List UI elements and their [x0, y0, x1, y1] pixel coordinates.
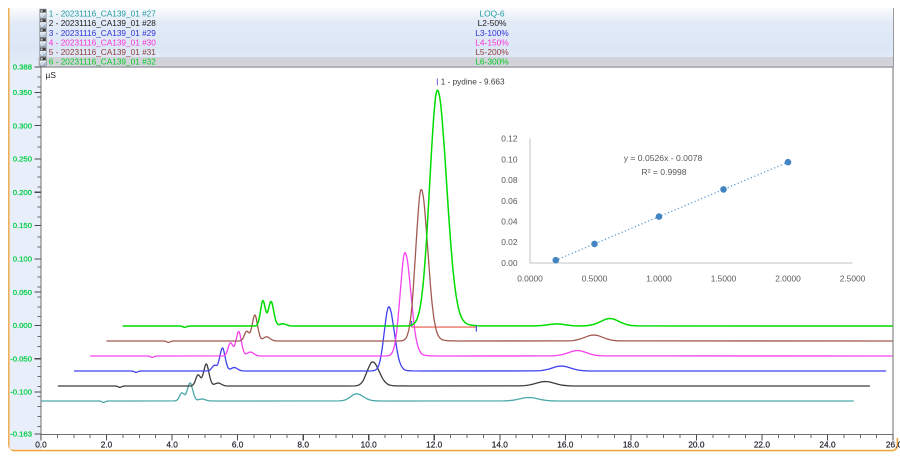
svg-text:L2-50%: L2-50%: [478, 18, 507, 28]
svg-text:6.0: 6.0: [232, 440, 244, 450]
svg-text:0.000: 0.000: [13, 321, 32, 330]
svg-text:2.0000: 2.0000: [775, 274, 801, 284]
svg-text:2 - 20231116_CA139_01 #28: 2 - 20231116_CA139_01 #28: [49, 19, 156, 28]
svg-text:0.150: 0.150: [13, 221, 32, 230]
svg-text:0.0: 0.0: [35, 440, 47, 450]
svg-text:0.388: 0.388: [13, 63, 32, 72]
svg-text:-0.050: -0.050: [10, 354, 32, 363]
svg-text:y = 0.0526x - 0.0078: y = 0.0526x - 0.0078: [624, 153, 703, 163]
svg-text:0.100: 0.100: [13, 255, 32, 264]
svg-text:0.02: 0.02: [501, 237, 518, 247]
svg-text:0.200: 0.200: [13, 188, 32, 197]
svg-text:µS: µS: [46, 70, 57, 80]
svg-text:1 - 20231116_CA139_01 #27: 1 - 20231116_CA139_01 #27: [49, 10, 156, 19]
svg-text:L6-300%: L6-300%: [475, 57, 509, 67]
svg-text:14.0: 14.0: [492, 440, 509, 450]
svg-text:0.350: 0.350: [13, 88, 32, 97]
svg-text:20.0: 20.0: [688, 440, 705, 450]
svg-text:0.12: 0.12: [501, 134, 518, 144]
svg-text:2.0: 2.0: [101, 440, 113, 450]
svg-text:1.5000: 1.5000: [711, 274, 737, 284]
svg-text:-0.163: -0.163: [10, 430, 32, 439]
svg-text:R² = 0.9998: R² = 0.9998: [641, 167, 686, 177]
svg-text:0.0000: 0.0000: [517, 274, 543, 284]
svg-text:3 - 20231116_CA139_01 #29: 3 - 20231116_CA139_01 #29: [49, 29, 156, 38]
svg-text:18.0: 18.0: [623, 440, 640, 450]
svg-text:4 - 20231116_CA139_01 #30: 4 - 20231116_CA139_01 #30: [49, 38, 156, 47]
svg-text:0.04: 0.04: [501, 217, 518, 227]
svg-text:-0.100: -0.100: [10, 388, 32, 397]
svg-text:0.050: 0.050: [13, 288, 32, 297]
svg-text:5 - 20231116_CA139_01 #31: 5 - 20231116_CA139_01 #31: [49, 48, 156, 57]
svg-text:0.08: 0.08: [501, 175, 518, 185]
svg-text:26.0: 26.0: [886, 440, 900, 450]
svg-text:1 - pydine - 9.663: 1 - pydine - 9.663: [441, 78, 505, 87]
svg-text:0.00: 0.00: [501, 258, 518, 268]
svg-text:0.06: 0.06: [501, 196, 518, 206]
svg-text:16.0: 16.0: [557, 440, 574, 450]
svg-text:L4-150%: L4-150%: [475, 37, 509, 47]
svg-text:2.5000: 2.5000: [840, 274, 866, 284]
svg-text:22.0: 22.0: [754, 440, 771, 450]
svg-text:0.5000: 0.5000: [582, 274, 608, 284]
svg-text:0.300: 0.300: [13, 121, 32, 130]
svg-text:0.10: 0.10: [501, 154, 518, 164]
svg-text:LOQ-6: LOQ-6: [479, 9, 504, 19]
svg-text:8.0: 8.0: [297, 440, 309, 450]
svg-text:0.250: 0.250: [13, 155, 32, 164]
svg-text:L5-200%: L5-200%: [475, 47, 509, 57]
svg-text:10.0: 10.0: [361, 440, 378, 450]
svg-text:L3-100%: L3-100%: [475, 28, 509, 38]
svg-text:1.0000: 1.0000: [646, 274, 672, 284]
svg-text:6 - 20231116_CA139_01 #32: 6 - 20231116_CA139_01 #32: [49, 58, 156, 67]
svg-text:12.0: 12.0: [426, 440, 443, 450]
svg-text:24.0: 24.0: [819, 440, 836, 450]
svg-text:4.0: 4.0: [166, 440, 178, 450]
